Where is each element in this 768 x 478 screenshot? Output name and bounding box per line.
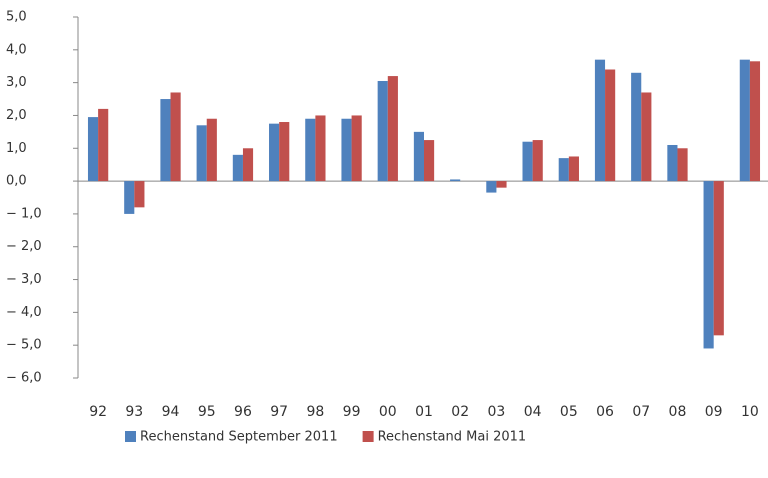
x-tick-label: 94 xyxy=(162,404,180,420)
bar xyxy=(387,76,398,182)
x-tick-label: 01 xyxy=(415,404,433,420)
bar xyxy=(269,123,280,182)
legend-label: Rechenstand September 2011 xyxy=(140,430,338,445)
y-tick-label: 2,0 xyxy=(6,108,27,123)
x-tick-label: 08 xyxy=(669,404,687,420)
x-tick-label: 07 xyxy=(632,404,650,420)
y-tick-label: − 1,0 xyxy=(6,206,42,221)
y-tick-label: 0,0 xyxy=(6,174,27,189)
bar xyxy=(305,118,316,182)
bar xyxy=(522,141,533,182)
bar xyxy=(413,131,424,182)
x-tick-label: 05 xyxy=(560,404,578,420)
y-tick-label: 1,0 xyxy=(6,141,27,156)
y-tick-label: 4,0 xyxy=(6,42,27,57)
bar xyxy=(605,69,616,182)
x-tick-label: 92 xyxy=(89,404,107,420)
y-tick-label: − 3,0 xyxy=(6,272,42,287)
legend-swatch xyxy=(125,431,136,442)
bar xyxy=(749,61,761,182)
bar xyxy=(594,59,606,182)
bar xyxy=(279,122,290,182)
x-tick-label: 95 xyxy=(198,404,216,420)
bar xyxy=(450,179,461,182)
x-tick-label: 99 xyxy=(343,404,361,420)
bar xyxy=(160,99,171,182)
bar xyxy=(134,181,145,208)
bar xyxy=(424,140,435,182)
x-tick-label: 00 xyxy=(379,404,397,420)
bar xyxy=(558,158,569,182)
y-tick-label: − 2,0 xyxy=(6,239,42,254)
bar xyxy=(232,154,243,182)
bar xyxy=(667,144,678,182)
x-tick-label: 03 xyxy=(488,404,506,420)
legend-label: Rechenstand Mai 2011 xyxy=(378,430,527,445)
bar xyxy=(124,181,135,214)
bar xyxy=(641,92,652,182)
bar xyxy=(196,125,207,182)
y-tick-label: − 5,0 xyxy=(6,338,42,353)
y-tick-label: − 4,0 xyxy=(6,305,42,320)
y-tick-label: 5,0 xyxy=(6,10,27,25)
bar xyxy=(87,117,99,182)
x-tick-label: 09 xyxy=(705,404,723,420)
bar xyxy=(377,80,388,182)
bar xyxy=(631,72,642,182)
bar xyxy=(703,181,714,349)
x-tick-label: 06 xyxy=(596,404,614,420)
bar xyxy=(315,115,326,182)
x-tick-label: 97 xyxy=(270,404,288,420)
legend-swatch xyxy=(362,431,374,442)
bar xyxy=(568,156,579,182)
bar xyxy=(486,181,497,193)
bar xyxy=(713,181,724,336)
bar xyxy=(341,118,352,182)
x-tick-label: 10 xyxy=(741,404,759,420)
x-tick-label: 02 xyxy=(451,404,469,420)
bar xyxy=(739,59,750,182)
x-tick-label: 93 xyxy=(125,404,143,420)
bar xyxy=(677,148,688,182)
bar xyxy=(170,92,181,182)
x-tick-label: 04 xyxy=(524,404,542,420)
bar xyxy=(98,108,109,182)
y-tick-label: 3,0 xyxy=(6,75,27,90)
x-tick-label: 96 xyxy=(234,404,252,420)
y-tick-label: − 6,0 xyxy=(6,371,42,386)
x-tick-label: 98 xyxy=(306,404,324,420)
bar xyxy=(496,181,507,188)
bar xyxy=(206,118,217,182)
bar xyxy=(532,140,543,182)
bar xyxy=(242,148,254,182)
bar xyxy=(351,115,362,182)
